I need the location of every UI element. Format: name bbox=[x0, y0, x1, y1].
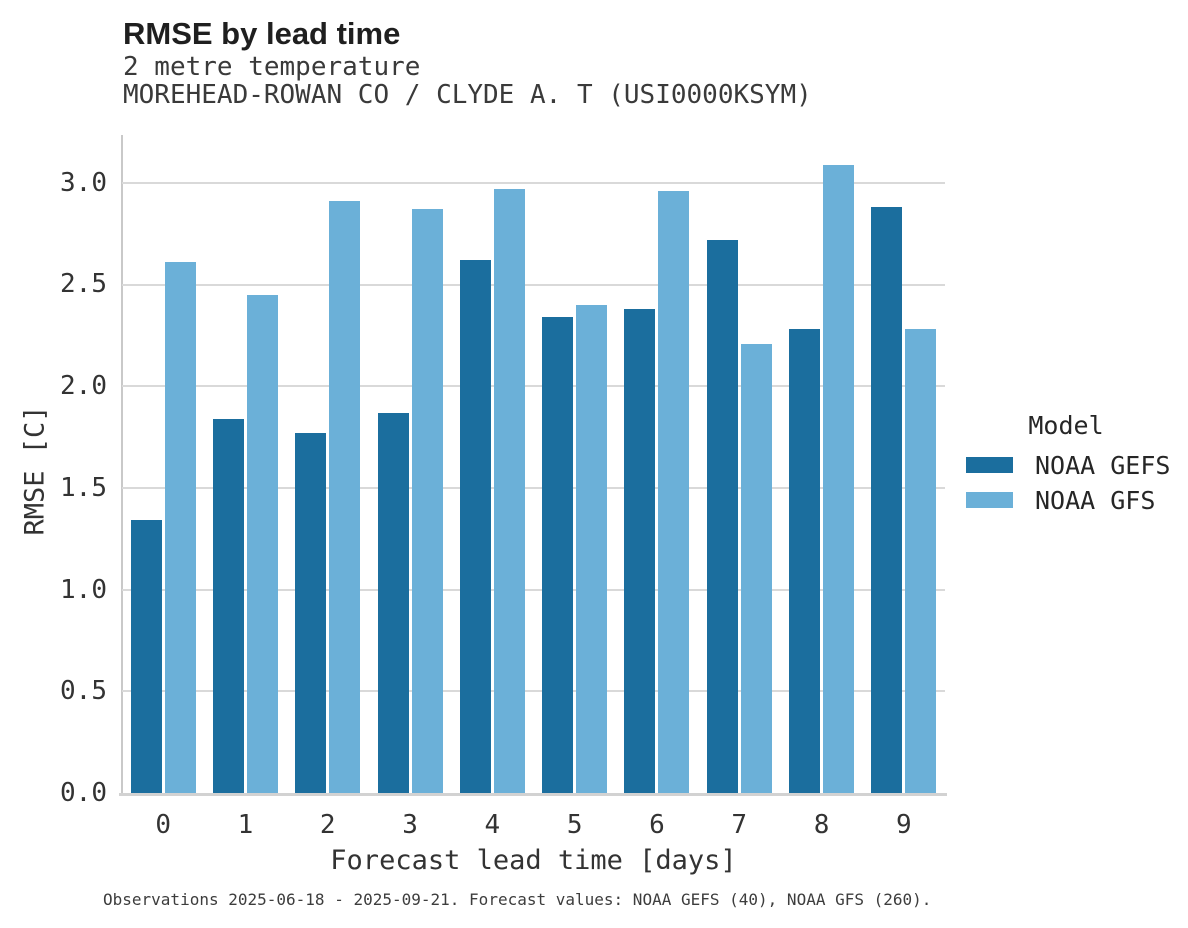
bar-group-lead-2 bbox=[295, 201, 361, 793]
gridline-y-2.0 bbox=[122, 385, 945, 388]
y-tick-label: 1.0 bbox=[60, 574, 107, 605]
y-axis-spine bbox=[121, 135, 123, 795]
chart-subtitle-station: MOREHEAD-ROWAN CO / CLYDE A. T (USI0000K… bbox=[123, 80, 812, 110]
legend-swatch-icon bbox=[966, 457, 1013, 473]
legend-item-noaa-gfs: NOAA GFS bbox=[966, 485, 1166, 515]
x-axis-spine bbox=[119, 793, 947, 796]
y-tick-label: 2.5 bbox=[60, 269, 107, 300]
bar-noaa-gfs-lead-6 bbox=[658, 190, 690, 793]
chart-title: RMSE by lead time bbox=[123, 16, 401, 51]
chart-subtitle-variable: 2 metre temperature bbox=[123, 52, 421, 82]
bar-noaa-gfs-lead-4 bbox=[493, 188, 525, 793]
bar-noaa-gfs-lead-2 bbox=[329, 201, 361, 793]
x-tick-label-9: 9 bbox=[896, 810, 912, 840]
bar-noaa-gefs-lead-9 bbox=[871, 207, 903, 793]
bar-group-lead-9 bbox=[871, 207, 937, 793]
legend-label: NOAA GFS bbox=[1035, 485, 1156, 515]
gridline-y-2.5 bbox=[122, 283, 945, 286]
gridline-y-0.5 bbox=[122, 690, 945, 693]
bar-group-lead-8 bbox=[789, 164, 855, 793]
y-tick-label: 3.0 bbox=[60, 167, 107, 198]
x-tick-label-6: 6 bbox=[649, 810, 665, 840]
bar-group-lead-4 bbox=[459, 188, 525, 793]
bar-noaa-gefs-lead-6 bbox=[624, 308, 656, 793]
bar-noaa-gfs-lead-8 bbox=[823, 164, 855, 793]
legend-swatch-icon bbox=[966, 492, 1013, 508]
bar-noaa-gfs-lead-5 bbox=[576, 304, 608, 793]
x-tick-label-4: 4 bbox=[484, 810, 501, 840]
bar-group-lead-3 bbox=[377, 209, 443, 793]
bar-noaa-gefs-lead-7 bbox=[706, 239, 738, 793]
gridline-y-3.0 bbox=[122, 181, 945, 184]
gridline-y-1.5 bbox=[122, 486, 945, 489]
x-tick-label-0: 0 bbox=[155, 810, 171, 840]
gridline-y-1.0 bbox=[122, 588, 945, 591]
y-tick-label: 2.0 bbox=[60, 371, 107, 402]
bar-noaa-gefs-lead-1 bbox=[212, 418, 244, 793]
legend: Model NOAA GEFS NOAA GFS bbox=[966, 411, 1170, 515]
plot-area bbox=[122, 135, 945, 793]
x-axis-label: Forecast lead time [days] bbox=[330, 845, 737, 876]
chart-caption: Observations 2025-06-18 - 2025-09-21. Fo… bbox=[103, 890, 932, 909]
bar-group-lead-0 bbox=[130, 262, 196, 793]
x-tick-label-3: 3 bbox=[402, 810, 418, 840]
bar-group-lead-1 bbox=[212, 294, 278, 793]
bar-noaa-gefs-lead-2 bbox=[295, 433, 327, 793]
bar-noaa-gefs-lead-5 bbox=[542, 317, 574, 793]
bar-noaa-gfs-lead-3 bbox=[411, 209, 443, 793]
x-tick-label-7: 7 bbox=[731, 810, 748, 840]
bar-group-lead-5 bbox=[542, 304, 608, 793]
y-tick-label: 0.0 bbox=[60, 778, 107, 808]
bar-noaa-gefs-lead-3 bbox=[377, 412, 409, 793]
bar-group-lead-7 bbox=[706, 239, 772, 793]
bar-noaa-gfs-lead-9 bbox=[905, 329, 937, 793]
bar-noaa-gfs-lead-0 bbox=[164, 262, 196, 793]
x-tick-label-8: 8 bbox=[813, 810, 830, 840]
bar-noaa-gfs-lead-1 bbox=[246, 294, 278, 793]
x-tick-label-2: 2 bbox=[319, 810, 336, 840]
legend-label: NOAA GEFS bbox=[1035, 450, 1171, 480]
bar-noaa-gefs-lead-4 bbox=[459, 260, 491, 793]
bar-noaa-gfs-lead-7 bbox=[740, 343, 772, 793]
bar-noaa-gefs-lead-8 bbox=[789, 329, 821, 793]
bar-noaa-gefs-lead-0 bbox=[130, 520, 162, 793]
x-tick-label-1: 1 bbox=[237, 810, 254, 840]
bar-group-lead-6 bbox=[624, 190, 690, 793]
y-tick-label: 1.5 bbox=[60, 472, 107, 503]
x-tick-label-5: 5 bbox=[566, 810, 583, 840]
legend-item-noaa-gefs: NOAA GEFS bbox=[966, 451, 1170, 480]
legend-title: Model bbox=[1028, 411, 1104, 440]
y-tick-label: 0.5 bbox=[60, 676, 107, 707]
